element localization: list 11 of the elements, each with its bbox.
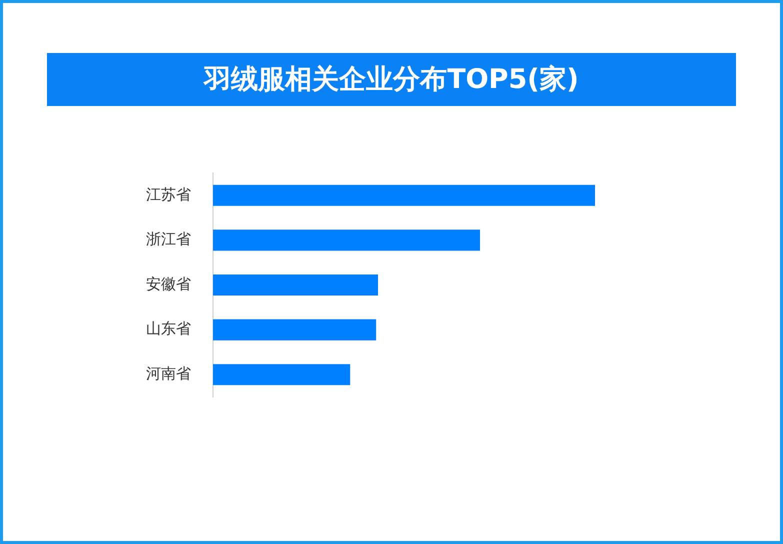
- y-tick-label: 江苏省: [146, 185, 191, 204]
- bar: [213, 184, 595, 206]
- chart-title: 羽绒服相关企业分布TOP5(家): [47, 53, 736, 106]
- y-tick-label: 山东省: [146, 320, 191, 338]
- bar: [213, 274, 378, 296]
- y-tick-label: 河南省: [146, 364, 191, 382]
- y-tick-label: 浙江省: [146, 230, 191, 248]
- y-tick-label: 安徽省: [146, 274, 191, 293]
- bar: [213, 319, 376, 340]
- bar: [213, 230, 480, 251]
- bar: [213, 364, 350, 386]
